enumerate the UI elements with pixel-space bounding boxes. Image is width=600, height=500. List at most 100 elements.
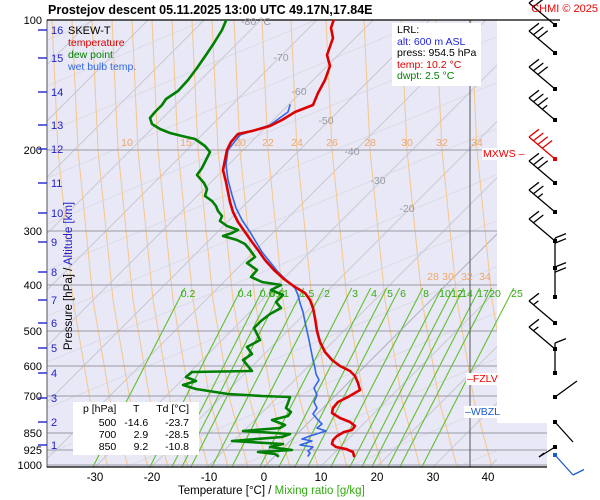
sounding-table-col: p [hPa] — [83, 403, 117, 415]
wind-barb-feather — [533, 156, 544, 166]
sounding-table: p [hPa] T Td [°C] 500 -14.6 -23.7 700 2.9 -28.5… — [73, 402, 200, 455]
mixing-ratio-label: 20 — [489, 288, 501, 300]
sounding-table-col: T — [133, 403, 140, 415]
altitude-tick-label: 15 — [51, 53, 63, 65]
legend-item: dew point — [68, 49, 113, 61]
mixing-ratio-line — [349, 287, 443, 467]
wind-barb-feather — [528, 318, 540, 328]
wind-barb — [528, 128, 557, 161]
sounding-curves — [148, 20, 362, 458]
wind-barb-feather — [528, 210, 540, 220]
isotherm-label: -40 — [344, 146, 359, 158]
wet-bulb-curve — [225, 104, 327, 457]
wind-barb — [538, 445, 557, 458]
wind-barb-staff — [554, 421, 574, 443]
wind-barb-feather — [528, 89, 540, 99]
moist-adiabat — [47, 82, 497, 271]
pressure-tick-label: 100 — [24, 15, 42, 27]
wind-barb-staff — [554, 380, 578, 398]
temp-tick-label: 0 — [261, 472, 267, 484]
moist-adiabat — [47, 20, 207, 87]
wind-barb — [528, 152, 557, 185]
wind-barb-staff — [528, 30, 556, 54]
mixing-ratio-line — [211, 287, 305, 467]
legend-item: wet bulb temp. — [68, 61, 137, 73]
isotherm-label: -60 — [291, 86, 306, 98]
lrl-info-box: LRL: alt: 600 m ASL press: 954.5 hPa temp:… — [392, 23, 482, 86]
wind-barb-feather — [537, 160, 549, 169]
wind-barb-feather — [528, 292, 540, 302]
isotherm-label: -20 — [399, 203, 414, 215]
altitude-tick-label: 12 — [51, 144, 63, 156]
dry-adiabat — [325, 20, 383, 467]
mixing-ratio-line — [399, 287, 493, 467]
mixing-ratio-label: 10 — [439, 288, 451, 300]
altitude-tick-label: 3 — [51, 393, 57, 405]
dry-adiabat — [211, 20, 269, 467]
isotherm — [47, 20, 374, 347]
wind-barb-feather — [554, 337, 567, 344]
dry-adiabat-label: 34 — [479, 271, 491, 283]
copyright-label: CHMI © 2025 — [531, 3, 598, 15]
altitude-tick-label: 16 — [51, 25, 63, 37]
moist-adiabat — [47, 20, 318, 133]
dry-adiabat-label: 34 — [471, 137, 483, 149]
mixing-ratio-line — [294, 287, 388, 467]
temp-tick-label: -20 — [144, 472, 161, 484]
isotherm — [319, 289, 497, 467]
isotherm-label: -80 °C — [241, 16, 271, 28]
wind-barb-feather — [533, 132, 544, 142]
dry-adiabat-label: 15 — [180, 137, 192, 149]
altitude-tick-label: 11 — [51, 178, 62, 190]
isotherm-label: -50 — [318, 115, 333, 127]
wind-barb-staff — [528, 189, 556, 213]
moist-adiabat — [47, 20, 428, 179]
lrl-heading: LRL: — [397, 24, 420, 36]
temp-tick-label: 40 — [482, 472, 495, 484]
wind-barb-feather — [537, 136, 549, 145]
dry-adiabat-label: 22 — [262, 137, 274, 149]
wind-barb-feather — [533, 62, 544, 72]
dry-adiabat — [261, 20, 319, 467]
isotherm — [47, 20, 205, 179]
isotherm — [47, 20, 149, 122]
wind-barb — [553, 337, 567, 375]
mixing-ratio-label: 0.2 — [181, 288, 196, 300]
mixing-ratio-label: 4 — [371, 288, 377, 300]
wind-barb-staff — [528, 160, 556, 184]
pressure-tick-label: 1000 — [18, 460, 42, 472]
wind-barb-feather — [537, 193, 544, 198]
legend-item: temperature — [68, 37, 125, 49]
wind-barb-staff — [528, 97, 556, 121]
wind-barb-feather — [533, 0, 544, 8]
dry-adiabat-label: 20 — [234, 137, 246, 149]
wind-barb — [553, 380, 578, 399]
wind-barb-feather — [538, 452, 545, 458]
lrl-row: temp: 10.2 °C — [397, 58, 462, 71]
isotherm — [47, 20, 318, 291]
dew-point-curve — [148, 20, 294, 458]
wind-barb — [528, 292, 557, 325]
mixing-ratio-line — [278, 287, 372, 467]
altitude-tick-label: 5 — [51, 343, 57, 355]
temp-tick-label: -30 — [87, 472, 104, 484]
wind-barb-feather — [554, 232, 567, 239]
mixing-ratio-line — [371, 287, 465, 467]
x-axis-title: Temperature [°C] / Mixing ratio [g/kg] — [178, 485, 365, 497]
wind-barb-feather — [533, 326, 539, 332]
wind-barb-feather — [533, 185, 544, 195]
wind-barb-feather — [528, 58, 540, 68]
lrl-rows: alt: 600 m ASL press: 954.5 hPa temp: 10.2… — [397, 36, 476, 83]
isotherm — [47, 20, 261, 235]
pressure-tick-label: 200 — [24, 145, 42, 157]
mixing-ratio-line — [231, 287, 325, 467]
dry-adiabat-label: 26 — [326, 137, 338, 149]
dry-adiabat — [290, 20, 348, 467]
legend: SKEW-T temperature dew point wet bulb temp… — [68, 25, 136, 73]
wind-barb-staff — [528, 66, 556, 90]
isotherm — [488, 458, 497, 467]
dry-adiabat — [470, 20, 497, 333]
dry-adiabat-label: 24 — [291, 137, 303, 149]
